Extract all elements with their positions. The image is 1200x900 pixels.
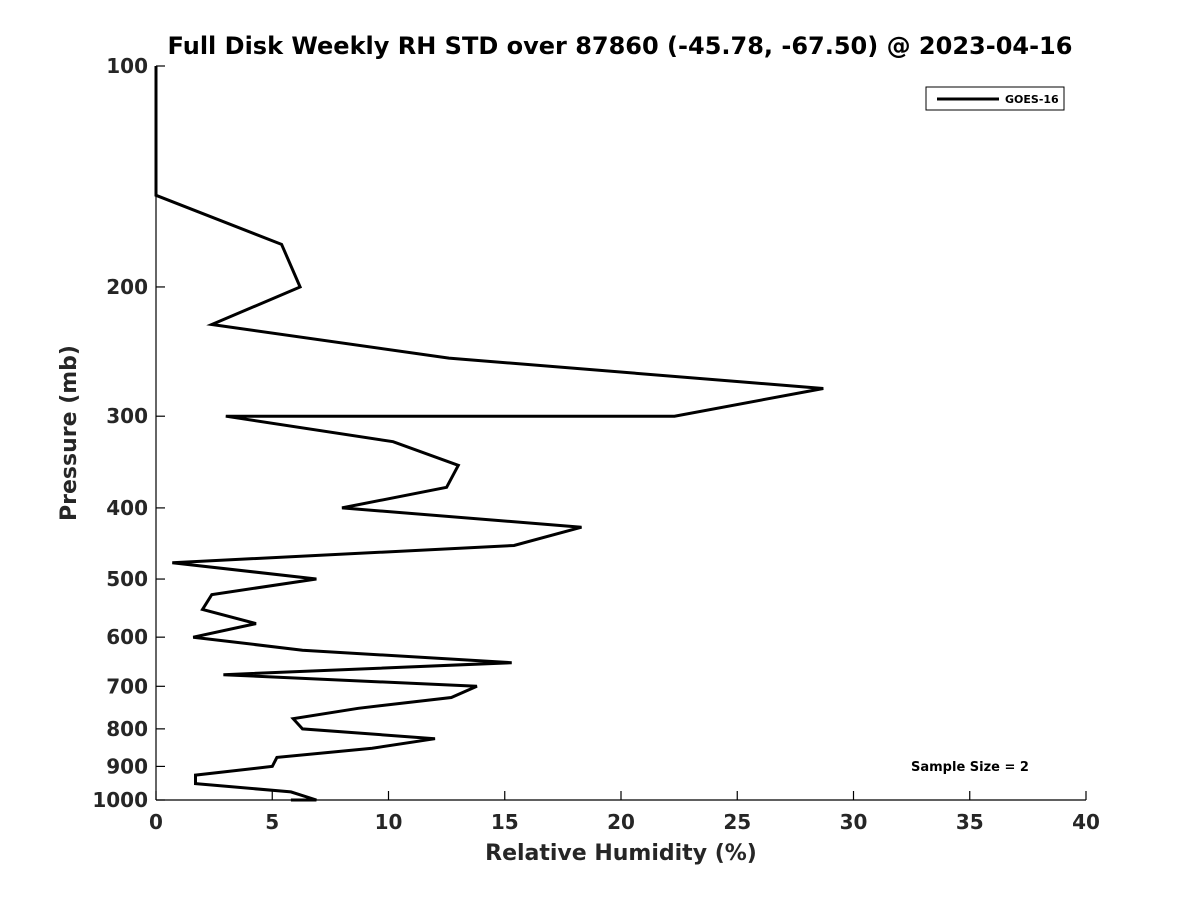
legend-label-goes-16: GOES-16 [1005,93,1059,106]
y-tick-label: 300 [106,404,148,428]
y-tick-label: 600 [106,625,148,649]
sample-size-annotation: Sample Size = 2 [911,760,1029,775]
x-tick-label: 0 [149,810,163,834]
y-tick-label: 1000 [92,788,148,812]
x-tick-label: 15 [491,810,519,834]
x-tick-label: 5 [265,810,279,834]
chart-title: Full Disk Weekly RH STD over 87860 (-45.… [168,32,1073,60]
legend: GOES-16 [925,86,1065,111]
y-tick-label: 900 [106,754,148,778]
x-tick-label: 25 [723,810,751,834]
x-tick-label: 20 [607,810,635,834]
x-tick-label: 30 [840,810,868,834]
x-ticks: 0 5 10 15 20 25 30 35 40 [149,791,1100,834]
y-axis-label: Pressure (mb) [57,345,82,521]
x-axis-label: Relative Humidity (%) [485,841,757,866]
y-tick-label: 800 [106,717,148,741]
y-ticks: 100 200 300 400 500 600 700 800 900 1000 [92,54,165,812]
series-line-goes-16 [154,66,824,802]
y-tick-label: 700 [106,674,148,698]
x-tick-label: 10 [375,810,403,834]
y-tick-label: 200 [106,275,148,299]
x-tick-label: 40 [1072,810,1100,834]
y-tick-label: 500 [106,567,148,591]
x-tick-label: 35 [956,810,984,834]
y-tick-label: 400 [106,496,148,520]
y-tick-label: 100 [106,54,148,78]
